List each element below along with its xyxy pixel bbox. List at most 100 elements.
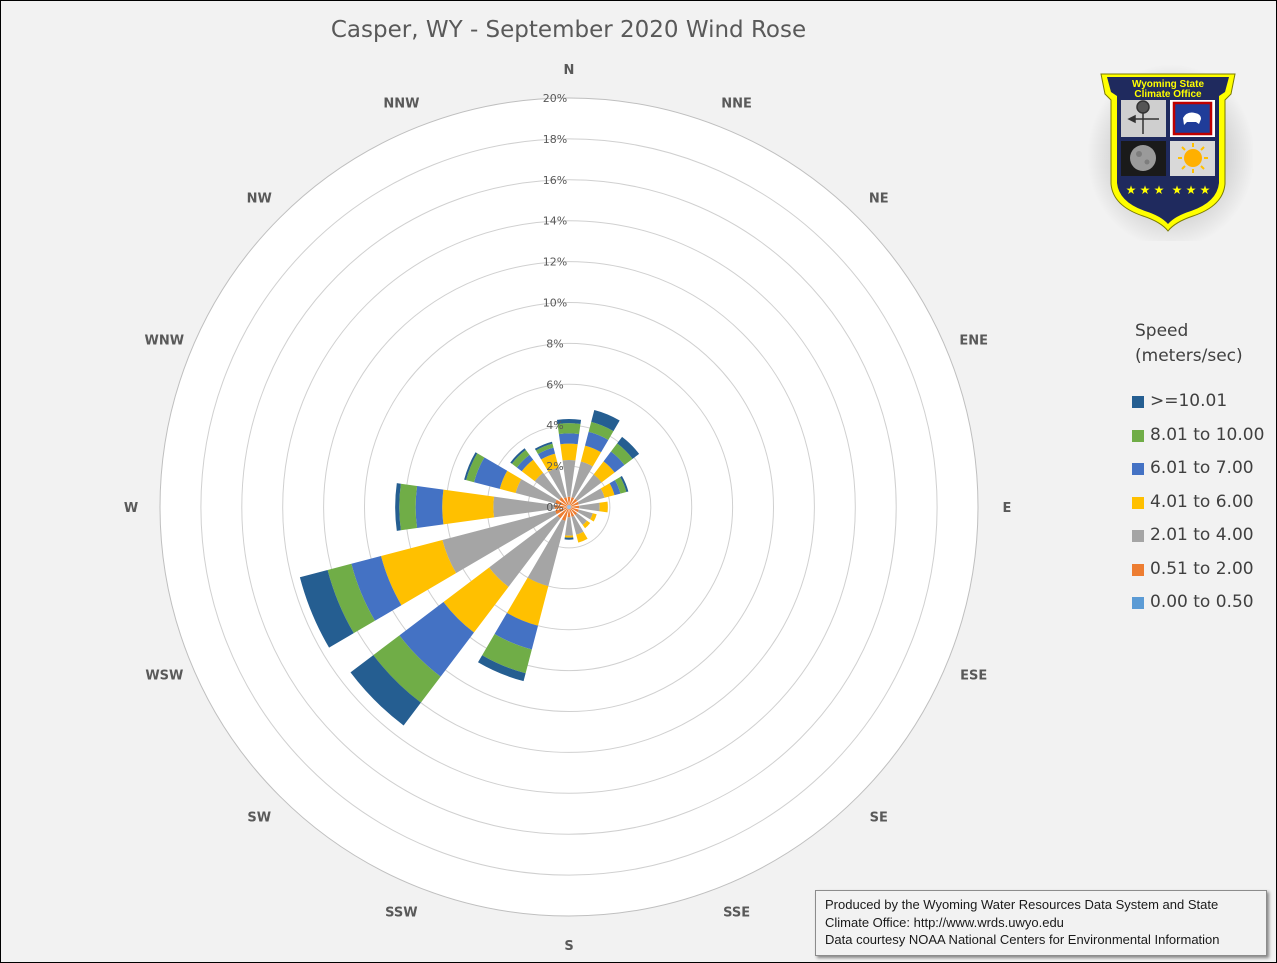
wedge-sw [567,507,569,509]
svg-text:★: ★ [1140,183,1151,197]
wedge-nw [511,449,530,468]
wedge-nw [510,448,526,464]
direction-label-s: S [564,939,573,954]
radial-tick-label: 10% [543,297,567,310]
wedge-ese [570,507,579,513]
wedge-wnw [515,479,557,504]
wedge-wsw [442,510,557,574]
wedge-nne [569,505,571,507]
wedge-se [575,513,587,525]
legend-item: 0.00 to 0.50 [1132,592,1275,626]
wedge-wsw [327,563,375,634]
logo-line1: Wyoming State [1132,79,1204,90]
grid-ring [364,302,774,712]
wedge-sse [569,507,571,509]
wedge-ssw [506,577,549,626]
wedge-nnw [537,447,556,460]
direction-label-wnw: WNW [145,333,185,348]
direction-label-sw: SW [247,811,271,826]
legend-label: 0.51 to 2.00 [1150,558,1254,579]
logo-line2: Climate Office [1134,89,1202,100]
wedge-wsw [381,540,457,606]
wedge-nnw [548,467,567,499]
wedge-nnw [541,453,559,472]
wedge-se [570,508,578,516]
wedge-ssw [561,508,569,521]
svg-text:★: ★ [1154,183,1165,197]
legend-label: 2.01 to 4.00 [1150,525,1254,545]
wedge-nw [521,459,544,482]
wedge-nw [559,497,568,506]
credit-box: Produced by the Wyoming Water Resources … [815,890,1267,956]
wedge-ene [577,488,605,505]
wedge-sw [399,602,474,677]
wedge-ese [590,513,597,522]
wedge-ene [609,480,621,496]
legend: Speed (meters/sec) >=10.01 8.01 to 10.00 6… [1132,319,1275,626]
wedge-wsw [299,569,354,648]
wedge-e [579,502,600,512]
wedge-sse [569,508,575,517]
svg-text:★: ★ [1126,183,1137,197]
wedge-n [556,419,582,424]
wedge-nne [585,431,609,453]
legend-item: 2.01 to 4.00 [1132,525,1275,559]
wedge-sw [373,635,441,703]
legend-swatch [1132,396,1144,408]
legend-label: 0.00 to 0.50 [1150,592,1254,612]
radial-tick-label: 16% [543,174,567,187]
sun-icon [1178,143,1208,173]
credit-line3: Data courtesy NOAA National Centers for … [825,932,1220,947]
wedge-w [415,485,444,529]
direction-label-n: N [564,63,575,78]
wedge-ene [620,475,629,493]
legend-items: >=10.01 8.01 to 10.00 6.01 to 7.00 4.01 to … [1132,391,1275,626]
wedge-wsw [555,507,568,515]
wedge-nnw [535,443,554,455]
radial-tick-label: 6% [546,378,563,391]
wedge-w [566,506,569,508]
legend-swatch [1132,496,1144,509]
wedge-s [564,535,574,538]
bison-icon [1183,112,1201,125]
wedge-ne [603,451,625,473]
wedge-ese [569,507,571,509]
legend-item: 0.51 to 2.00 [1132,558,1275,593]
wedge-nne [588,421,614,440]
wedge-nnw [563,497,569,506]
wedge-w [399,483,418,531]
wedge-sse [571,515,584,535]
wedge-ssw [527,519,566,587]
direction-label-w: W [124,501,138,516]
legend-label: >=10.01 [1150,391,1228,411]
direction-label-ne: NE [869,191,889,206]
wedge-ssw [494,612,539,650]
radial-tick-label: 2% [546,460,563,473]
wedge-nne [580,445,602,467]
direction-label-se: SE [870,811,888,826]
wedge-ne [617,436,640,459]
wedge-ne [610,443,633,466]
credit-line1: Produced by the Wyoming Water Resources … [825,897,1219,912]
svg-text:★: ★ [1172,183,1183,197]
wedge-wnw [555,499,568,507]
wedge-s [567,509,571,518]
radial-tick-label: 4% [546,419,563,432]
grid-ring [282,220,856,794]
wedge-w [493,496,555,518]
direction-label-ese: ESE [960,669,987,684]
wedge-nw [567,505,569,507]
wedge-sw [443,567,509,633]
direction-label-nw: NW [247,191,272,206]
wedge-s [568,507,570,510]
chart-title: Casper, WY - September 2020 Wind Rose [330,17,807,43]
radial-tick-label: 14% [543,215,567,228]
wedge-wnw [474,457,508,489]
legend-swatch [1132,597,1144,609]
wedge-n [557,423,581,435]
legend-title-line2: (meters/sec) [1135,346,1243,366]
wedge-s [564,537,574,540]
moon-icon [1130,145,1156,171]
wedge-w [554,505,567,509]
wedge-wnw [466,453,485,483]
